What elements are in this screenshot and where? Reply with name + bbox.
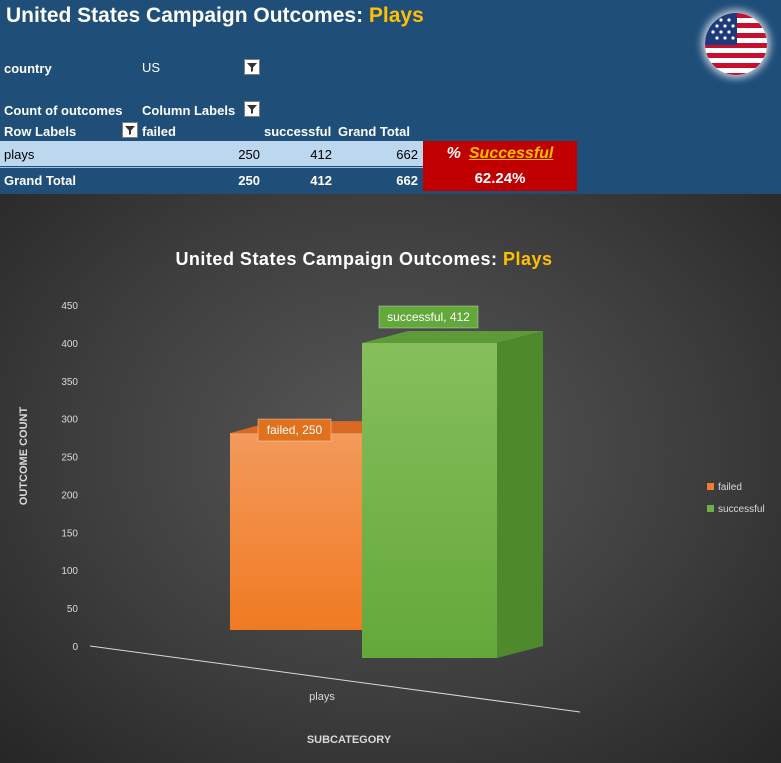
table-row[interactable]: plays 250 412 662 (0, 141, 423, 166)
legend-swatch (707, 505, 714, 512)
column-header-successful: successful (264, 124, 332, 139)
svg-text:failed, 250: failed, 250 (267, 423, 323, 437)
pivot-header: United States Campaign Outcomes: Plays c… (0, 0, 781, 194)
bars: failed, 250 successful, 412 (230, 305, 543, 658)
y-tick-label: 50 (67, 604, 79, 615)
svg-text:successful, 412: successful, 412 (387, 310, 470, 324)
legend-item-successful[interactable]: successful (707, 504, 765, 515)
column-labels-header: Column Labels (142, 103, 236, 118)
column-header-failed: failed (142, 124, 176, 139)
grand-total-row: Grand Total 250 412 662 (0, 167, 423, 191)
y-tick-label: 300 (61, 415, 78, 426)
column-labels-filter-button[interactable] (244, 101, 260, 117)
percent-successful-value: 62.24% (474, 170, 526, 187)
bar-top-successful (362, 331, 543, 344)
funnel-icon (247, 105, 257, 114)
legend-item-failed[interactable]: failed (707, 482, 742, 493)
y-tick-label: 200 (61, 490, 78, 501)
cell-failed: 250 (238, 147, 260, 162)
y-tick-label: 400 (61, 339, 78, 350)
chart-title-main: United States Campaign Outcomes: (175, 249, 503, 269)
outcome-chart: United States Campaign Outcomes: Plays 0… (18, 249, 765, 746)
chart-title: United States Campaign Outcomes: Plays (175, 249, 552, 269)
column-header-grand-total: Grand Total (338, 124, 410, 139)
percent-successful-label: % Successful (423, 145, 577, 163)
y-tick-label: 350 (61, 377, 78, 388)
chart-area[interactable]: United States Campaign Outcomes: Plays 0… (0, 194, 781, 763)
x-axis-title: SUBCATEGORY (307, 734, 392, 746)
funnel-icon (125, 126, 135, 135)
row-labels-header: Row Labels (4, 124, 77, 139)
grand-total-value: 662 (396, 173, 418, 188)
cell-successful: 412 (310, 147, 332, 162)
y-axis-title: OUTCOME COUNT (18, 407, 30, 506)
x-axis-line (89, 645, 581, 713)
country-filter-button[interactable] (244, 59, 260, 75)
chart-title-highlight: Plays (503, 249, 553, 269)
funnel-icon (247, 63, 257, 72)
bar-successful[interactable] (362, 331, 543, 658)
legend-label: successful (718, 504, 765, 515)
bar-front-successful (362, 343, 497, 658)
y-tick-label: 0 (72, 642, 78, 653)
grand-total-failed: 250 (238, 173, 260, 188)
filter-value: US (142, 60, 161, 75)
us-flag-icon (705, 13, 767, 75)
y-tick-label: 450 (61, 301, 78, 312)
filter-label: country (4, 61, 52, 76)
cell-grand-total: 662 (396, 147, 418, 162)
successful-link[interactable]: Successful (468, 145, 554, 162)
y-tick-label: 100 (61, 566, 78, 577)
count-of-outcomes-label: Count of outcomes (4, 103, 123, 118)
page-title-highlight: Plays (368, 4, 424, 27)
page-title-main: United States Campaign Outcomes: (6, 4, 369, 27)
bar-front-failed (230, 433, 362, 630)
y-tick-label: 150 (61, 528, 78, 539)
legend-swatch (707, 483, 714, 490)
percent-symbol: % (446, 145, 461, 162)
page-title: United States Campaign Outcomes: Plays (6, 4, 424, 28)
data-label-failed: failed, 250 (257, 418, 332, 442)
legend-label: failed (718, 482, 742, 493)
bar-side-successful (497, 331, 543, 658)
legend: failed successful (707, 482, 765, 515)
y-axis-ticks: 0 50 100 150 200 250 300 350 400 450 (61, 301, 78, 653)
y-tick-label: 250 (61, 453, 78, 464)
data-label-successful: successful, 412 (378, 305, 479, 329)
grand-total-successful: 412 (310, 173, 332, 188)
x-tick-label: plays (309, 691, 335, 703)
percent-successful-box: % Successful 62.24% (423, 141, 577, 191)
row-label-plays: plays (4, 147, 35, 162)
grand-total-label: Grand Total (4, 173, 76, 188)
row-labels-filter-button[interactable] (122, 122, 138, 138)
